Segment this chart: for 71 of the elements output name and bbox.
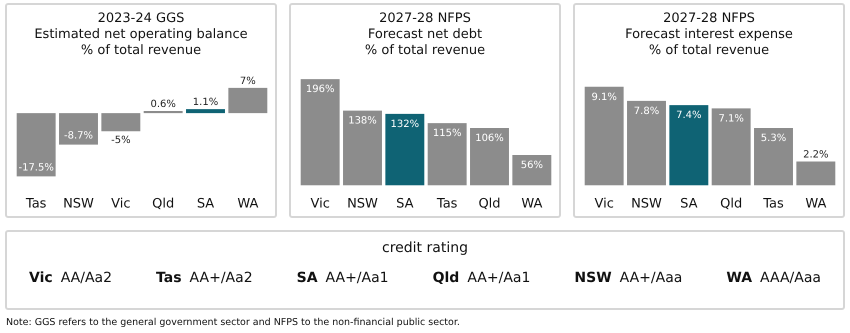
data-label: 0.6% [150,98,176,110]
data-label: 196% [306,84,334,96]
data-label: 5.3% [760,132,786,144]
x-tick-label: WA [805,196,826,212]
bar [16,113,56,176]
bar [712,108,751,186]
data-label: -8.7% [64,130,94,142]
chart-title: 2027-28 NFPS Forecast interest expense % of total revenue [624,11,794,59]
x-tick-label: NSW [631,196,662,212]
bar [796,162,836,186]
text: AA+/Aa1 [326,270,389,286]
bar [101,113,140,132]
data-label: -17.5% [18,162,54,174]
bar [470,128,509,186]
chart-title: 2023-24 GGS Estimated net operating balance % of total revenue [33,11,249,59]
x-tick-label: Tas [762,196,784,212]
text: credit rating [381,240,469,256]
x-tick-label: NSW [63,196,94,212]
bar [754,128,793,186]
data-label: 138% [348,116,377,127]
text: AA+/Aaa [620,270,682,286]
bar [186,109,225,114]
x-tick-label: Qld [152,196,174,212]
chart-title: 2027-28 NFPS Forecast net debt % of total revenue [364,11,486,59]
data-label: 9.1% [591,92,617,103]
x-tick-label: Vic [594,196,614,212]
text: Tas [156,270,182,286]
text: WA [726,270,752,286]
bar [228,88,268,114]
text: Note: GGS refers to the general government sector and NFPS to the non-financial public sector. [6,317,460,328]
text: AA+/Aa1 [467,270,530,286]
bar [512,155,552,186]
x-tick-label: Tas [436,196,458,212]
text: NSW [574,270,612,286]
data-label: -5% [111,135,131,146]
data-label: 132% [390,118,420,130]
x-tick-label: Qld [720,196,742,212]
text: Vic [29,270,53,286]
x-tick-label: Vic [310,196,330,212]
text: AAA/Aaa [760,270,821,286]
x-tick-label: SA [396,196,414,212]
data-label: 56% [520,160,543,172]
data-label: 7.1% [718,113,744,124]
data-label: 7.8% [634,106,660,117]
text: AA/Aa2 [60,270,112,286]
x-tick-label: SA [680,196,698,212]
bar [428,123,467,186]
text: AA+/Aa2 [190,270,253,286]
data-label: 106% [475,132,504,144]
data-label: 115% [432,128,462,140]
bar [343,110,382,186]
bar [627,100,666,186]
data-label: 2.2% [803,150,829,161]
data-label: 7% [240,76,256,87]
x-tick-label: Qld [478,196,501,212]
text: SA [296,270,318,286]
x-tick-label: WA [237,196,258,212]
x-tick-label: NSW [347,196,378,212]
text: Qld [432,270,460,286]
x-tick-label: Tas [24,196,47,212]
bar [669,105,708,186]
bar [300,79,340,186]
bar [584,86,624,186]
x-tick-label: Vic [111,196,131,212]
x-tick-label: WA [521,196,542,212]
bar [59,113,98,145]
bar [144,110,183,114]
data-label: 1.1% [192,97,218,108]
data-label: 7.4% [676,110,702,122]
x-tick-label: SA [196,196,214,212]
bar [385,114,424,186]
